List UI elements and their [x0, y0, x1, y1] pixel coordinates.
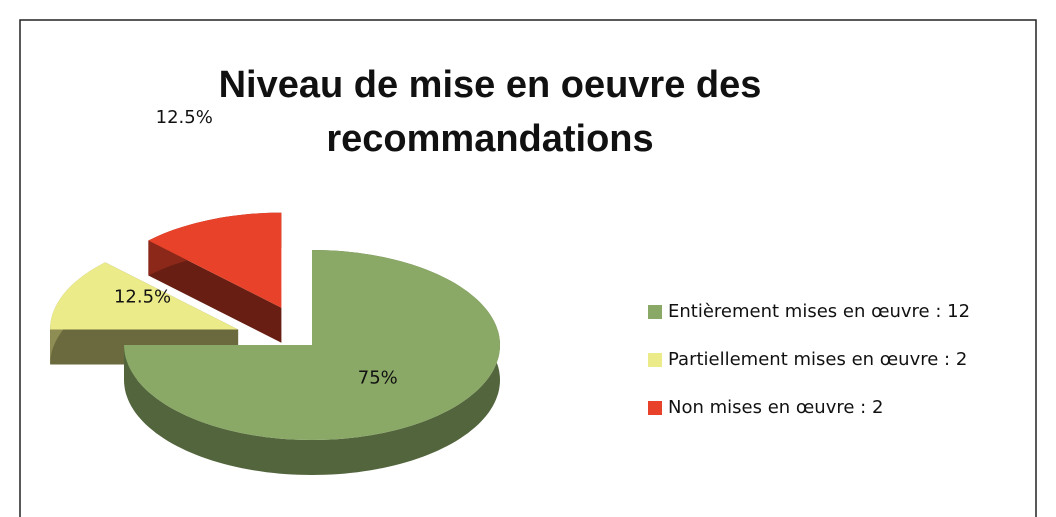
data-label: 12.5%: [114, 287, 171, 308]
slice: [148, 212, 282, 308]
data-label: 75%: [358, 367, 398, 388]
legend-swatch: [648, 353, 662, 367]
slice-side: [148, 240, 282, 343]
legend-label: Entièrement mises en œuvre : 12: [668, 301, 970, 322]
chart-title: Niveau de mise en oeuvre des recommandat…: [218, 64, 762, 160]
legend-swatch: [648, 305, 662, 319]
legend-label: Non mises en œuvre : 2: [668, 397, 883, 418]
data-label: 12.5%: [156, 107, 213, 128]
legend-swatch: [648, 401, 662, 415]
frame: [19, 19, 1037, 517]
slice: [124, 250, 500, 440]
slice: [50, 262, 239, 330]
legend-label: Partiellement mises en œuvre : 2: [668, 349, 967, 370]
